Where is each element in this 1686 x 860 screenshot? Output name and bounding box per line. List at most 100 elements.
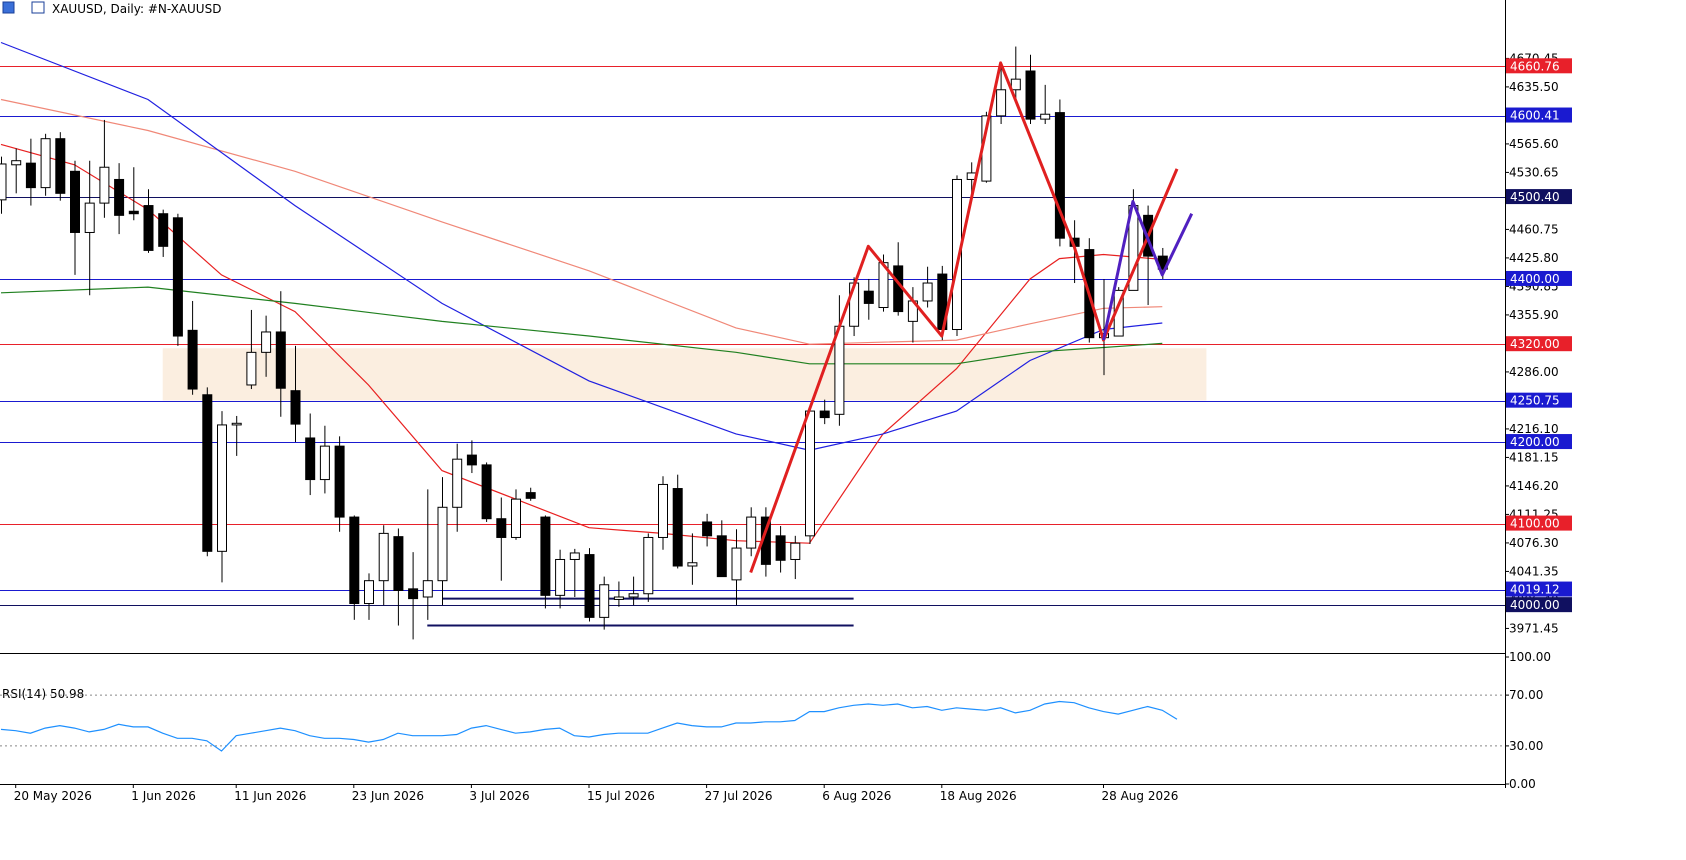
price-tick-label: 4286.00 — [1509, 365, 1559, 379]
level-price-label: 4000.00 — [1510, 598, 1560, 612]
pattern-lines[interactable] — [749, 61, 1194, 574]
candle-body — [1010, 78, 1021, 91]
candle-body — [319, 445, 330, 481]
time-axis[interactable]: 20 May 2026 1 Jun 2026 11 Jun 2026 23 Jun 2… — [0, 784, 1505, 803]
support-zone — [162, 348, 1207, 627]
candle-body — [922, 282, 933, 302]
moving-average-line — [0, 41, 1163, 451]
candle-body — [569, 552, 580, 560]
chart-header: XAUUSD, Daily: #N-XAUUSD — [2, 1, 221, 16]
level-price-box — [1506, 597, 1572, 613]
time-tick-label: 27 Jul 2026 — [705, 789, 773, 803]
candlesticks — [0, 46, 1168, 640]
candle-body — [143, 205, 154, 251]
price-axis[interactable]: 4670.454635.504600.554565.604530.654500.… — [1505, 0, 1572, 788]
candle-body — [128, 210, 139, 215]
time-tick-label: 23 Jun 2026 — [352, 789, 424, 803]
candle-body — [643, 536, 654, 595]
candle-body — [70, 170, 80, 233]
level-price-box — [1506, 515, 1572, 531]
window-icon — [2, 1, 15, 14]
candle-body — [261, 331, 272, 353]
candle-body — [540, 516, 551, 596]
candle-body — [40, 138, 51, 189]
candle-body — [584, 554, 595, 618]
time-tick-label: 18 Aug 2026 — [940, 789, 1017, 803]
level-price-label: 4600.41 — [1510, 109, 1560, 123]
candle-body — [511, 498, 521, 538]
candle-body — [996, 89, 1007, 117]
candle-body — [702, 521, 713, 537]
candle-body — [716, 535, 727, 578]
price-tick-label: 4460.75 — [1509, 222, 1559, 236]
rsi-line — [0, 700, 1178, 752]
candle-body — [952, 178, 962, 331]
candle-body — [0, 163, 7, 201]
level-price-label: 4660.76 — [1510, 59, 1560, 73]
candle-body — [496, 518, 507, 538]
level-price-box — [1506, 392, 1572, 408]
rsi-label: RSI(14) 50.98 — [2, 687, 84, 701]
rsi-panel: RSI(14) 50.98 100.00 70.00 30.00 0.00 — [0, 650, 1551, 791]
level-price-label: 4200.00 — [1510, 435, 1560, 449]
zone-rect — [162, 348, 1207, 401]
candle-body — [599, 584, 610, 618]
level-price-label: 4100.00 — [1510, 517, 1560, 531]
price-tick-label: 4181.15 — [1509, 450, 1559, 464]
candle-body — [378, 532, 389, 582]
candle-body — [613, 596, 624, 600]
level-price-label: 4400.00 — [1510, 272, 1560, 286]
candle-body — [466, 454, 477, 466]
candle-body — [790, 542, 801, 560]
candle-body — [452, 458, 463, 508]
price-tick-label: 3971.45 — [1509, 621, 1559, 635]
candle-body — [187, 329, 198, 390]
candle-body — [246, 351, 257, 386]
moving-average-line — [0, 286, 1163, 365]
moving-average-line — [0, 143, 1163, 544]
candle-body — [422, 580, 433, 598]
level-price-label: 4500.40 — [1510, 190, 1560, 204]
rsi-tick-label: 100.00 — [1509, 650, 1551, 664]
level-price-label: 4250.75 — [1510, 394, 1560, 408]
level-price-box — [1506, 58, 1572, 74]
candle-body — [628, 593, 639, 598]
price-tick-label: 4216.10 — [1509, 422, 1559, 436]
candle-body — [1040, 113, 1051, 120]
candle-body — [349, 516, 360, 605]
candle-body — [775, 535, 786, 561]
candle-body — [55, 138, 66, 194]
candle-body — [334, 445, 345, 518]
level-price-box — [1506, 189, 1572, 205]
price-tick-label: 4565.60 — [1509, 137, 1559, 151]
candle-body — [525, 492, 536, 499]
candle-body — [863, 290, 874, 304]
price-tick-label: 4635.50 — [1509, 80, 1559, 94]
candle-body — [731, 547, 742, 581]
time-tick-label: 3 Jul 2026 — [469, 789, 529, 803]
candle-body — [290, 390, 301, 425]
moving-averages — [0, 41, 1163, 544]
candle-body — [114, 178, 125, 216]
rsi-tick-label: 70.00 — [1509, 688, 1543, 702]
candle-body — [746, 516, 757, 549]
price-tick-label: 4425.80 — [1509, 251, 1559, 265]
candle-body — [11, 160, 22, 166]
candle-body — [481, 464, 492, 520]
level-price-box — [1506, 270, 1572, 286]
candle-body — [275, 331, 286, 389]
candle-body — [393, 536, 404, 591]
chart-icon — [31, 1, 45, 14]
symbol-label: XAUUSD, Daily: #N-XAUUSD — [52, 2, 221, 16]
level-price-box — [1506, 581, 1572, 597]
candle-body — [158, 213, 169, 247]
time-tick-label: 6 Aug 2026 — [822, 789, 891, 803]
candle-body — [364, 580, 374, 605]
candle-body — [1025, 70, 1036, 120]
candle-body — [1054, 112, 1065, 239]
price-tick-label: 4146.20 — [1509, 479, 1559, 493]
level-price-box — [1506, 336, 1572, 352]
candle-body — [408, 588, 419, 600]
time-tick-label: 1 Jun 2026 — [131, 789, 196, 803]
